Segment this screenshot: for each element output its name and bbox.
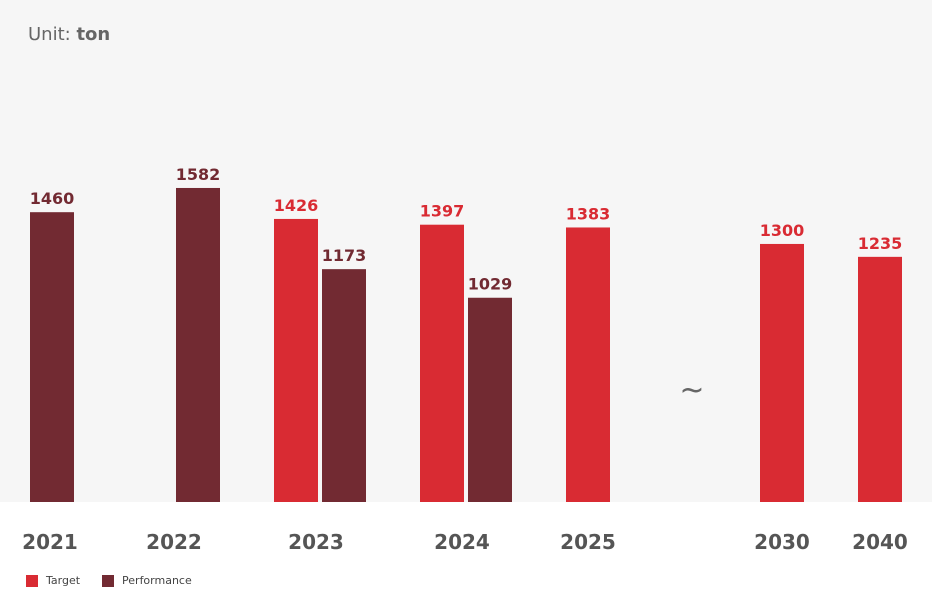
unit-prefix: Unit: bbox=[28, 24, 71, 45]
legend-item-target: Target bbox=[26, 574, 80, 587]
value-label-performance-2023: 1173 bbox=[322, 246, 367, 265]
value-label-performance-2022: 1582 bbox=[176, 165, 221, 184]
x-tick-label-2023: 2023 bbox=[288, 530, 344, 554]
legend-item-performance: Performance bbox=[102, 574, 192, 587]
value-label-target-2030: 1300 bbox=[760, 221, 805, 240]
bar-performance-2021 bbox=[30, 212, 74, 502]
bar-performance-2024 bbox=[468, 297, 512, 502]
x-tick-label-2025: 2025 bbox=[560, 530, 616, 554]
legend-label-target: Target bbox=[46, 574, 81, 587]
unit-value: ton bbox=[76, 24, 111, 45]
value-label-target-2024: 1397 bbox=[420, 202, 465, 221]
bars-layer bbox=[30, 187, 902, 503]
legend-swatch-target bbox=[26, 574, 38, 587]
legend-label-performance: Performance bbox=[122, 574, 192, 587]
bar-target-2023 bbox=[274, 218, 318, 502]
x-tick-label-2040: 2040 bbox=[852, 530, 908, 554]
bar-target-2030 bbox=[760, 243, 804, 502]
value-label-target-2040: 1235 bbox=[858, 234, 903, 253]
value-labels-layer: 1460 1582 1426 1173 1397 1029 1383 1300 1235 bbox=[30, 165, 903, 294]
x-tick-label-2021: 2021 bbox=[22, 530, 78, 554]
bar-target-2040 bbox=[858, 256, 902, 502]
legend-swatch-performance bbox=[102, 574, 115, 587]
bar-performance-2022 bbox=[176, 187, 220, 502]
value-label-performance-2021: 1460 bbox=[30, 189, 75, 208]
value-label-target-2025: 1383 bbox=[566, 204, 611, 223]
bar-performance-2023 bbox=[322, 269, 366, 502]
bar-target-2025 bbox=[566, 227, 610, 503]
unit-label: Unit: ton bbox=[28, 24, 110, 45]
axis-break-mark: ~ bbox=[679, 373, 704, 408]
x-tick-label-2024: 2024 bbox=[434, 530, 490, 554]
legend: Target Performance bbox=[26, 574, 192, 587]
x-tick-labels-layer: 2021 2022 2023 2024 2025 2030 2040 bbox=[22, 530, 908, 554]
x-tick-label-2030: 2030 bbox=[754, 530, 810, 554]
bar-target-2024 bbox=[420, 224, 464, 502]
x-tick-label-2022: 2022 bbox=[146, 530, 202, 554]
value-label-target-2023: 1426 bbox=[274, 196, 319, 215]
value-label-performance-2024: 1029 bbox=[468, 275, 513, 294]
